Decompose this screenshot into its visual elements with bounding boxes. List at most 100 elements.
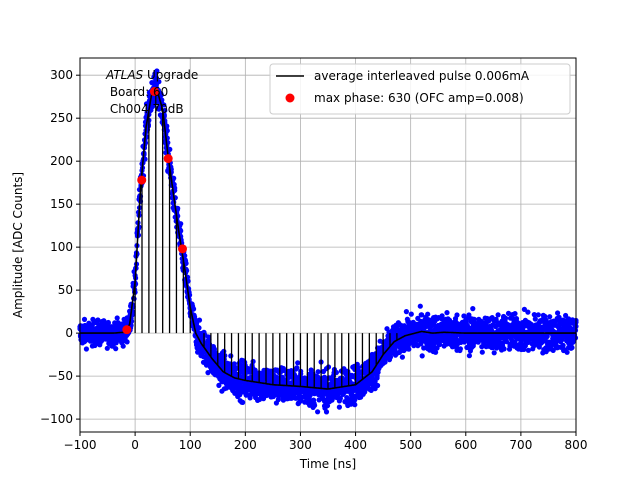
- scatter-point: [505, 310, 512, 316]
- legend-box: [269, 63, 571, 115]
- scatter-point: [81, 316, 88, 322]
- scatter-point: [433, 349, 439, 355]
- annotation: ATLAS Upgrade Board: 60 Ch004 70dB: [105, 68, 198, 116]
- x-tick-label: 600: [454, 438, 477, 452]
- scatter-point: [250, 358, 256, 365]
- max-phase-point: [163, 154, 173, 164]
- legend: average interleaved pulse 0.006mA max ph…: [269, 63, 571, 115]
- scatter-point: [454, 312, 460, 318]
- scatter-point: [566, 316, 572, 322]
- scatter-point: [178, 221, 184, 227]
- scatter-point: [525, 347, 532, 353]
- scatter-point: [315, 409, 321, 415]
- scatter-point: [522, 343, 529, 349]
- scatter-point: [323, 409, 330, 415]
- scatter-point: [312, 402, 318, 408]
- x-axis: −100 0 100 200 300 400 500 600 700 800: [64, 432, 587, 452]
- x-tick-label: 700: [509, 438, 532, 452]
- scatter-point: [191, 306, 197, 312]
- scatter-point: [216, 382, 222, 388]
- scatter-point: [336, 404, 342, 410]
- scatter-point: [154, 68, 160, 74]
- y-tick-label: −50: [48, 369, 73, 383]
- max-phase-markers: [122, 87, 188, 335]
- scatter-point: [521, 306, 528, 312]
- scatter-point: [525, 309, 531, 315]
- scatter-point: [461, 313, 467, 319]
- scatter-point: [569, 345, 575, 351]
- svg-text:ATLAS Upgrade: ATLAS Upgrade: [105, 68, 198, 82]
- y-axis: −100 −50 0 50 100 150 200 250 300: [40, 68, 80, 426]
- scatter-point: [196, 325, 202, 331]
- scatter-point: [196, 317, 203, 323]
- max-phase-point: [137, 175, 147, 185]
- annotation-upgrade: Upgrade: [143, 68, 198, 82]
- scatter-point: [275, 396, 281, 403]
- scatter-point: [294, 365, 300, 371]
- scatter-point: [114, 315, 120, 321]
- scatter-point: [158, 92, 164, 98]
- scatter-point: [439, 313, 445, 319]
- scatter-point: [324, 403, 331, 409]
- scatter-point: [560, 342, 566, 348]
- legend-label-max-phase: max phase: 630 (OFC amp=0.008): [314, 91, 524, 105]
- x-tick-label: 100: [179, 438, 202, 452]
- scatter-point: [512, 311, 518, 317]
- scatter-point: [495, 312, 501, 318]
- scatter-point: [329, 397, 335, 403]
- scatter-point: [457, 346, 463, 352]
- scatter-point: [375, 382, 381, 389]
- scatter-point: [337, 395, 343, 401]
- x-axis-label: Time [ns]: [299, 457, 356, 471]
- scatter-point: [563, 312, 569, 319]
- scatter-point: [153, 75, 159, 81]
- scatter-point: [550, 347, 556, 353]
- scatter-point: [406, 346, 412, 352]
- scatter-point: [105, 319, 111, 326]
- scatter-point: [240, 399, 246, 405]
- y-tick-label: 0: [65, 326, 73, 340]
- scatter-point: [470, 306, 476, 312]
- scatter-point: [444, 310, 450, 316]
- scatter-point: [315, 369, 321, 375]
- scatter-point: [382, 359, 388, 365]
- scatter-point: [115, 320, 121, 326]
- scatter-point: [532, 342, 538, 348]
- scatter-point: [446, 317, 453, 323]
- plot-frame: [79, 57, 577, 433]
- x-tick-label: 400: [344, 438, 367, 452]
- scatter-point: [419, 312, 425, 318]
- scatter-point: [564, 349, 570, 355]
- scatter-point: [124, 339, 130, 345]
- scatter-point: [544, 333, 550, 339]
- scatter-point: [113, 346, 119, 352]
- legend-marker-swatch: [285, 93, 295, 103]
- scatter-point: [466, 353, 472, 359]
- scatter-point: [228, 353, 234, 359]
- scatter-point: [156, 79, 162, 85]
- x-tick-label: −100: [64, 438, 97, 452]
- scatter-point: [555, 310, 561, 316]
- scatter-point: [387, 354, 394, 360]
- y-tick-label: 200: [50, 154, 73, 168]
- y-tick-label: 300: [50, 68, 73, 82]
- scatter-point: [308, 367, 314, 373]
- scatter-point: [403, 309, 409, 315]
- scatter-point: [352, 402, 358, 408]
- scatter-point: [194, 321, 200, 327]
- scatter-point: [167, 146, 173, 152]
- y-tick-label: 150: [50, 197, 73, 211]
- x-tick-label: 0: [131, 438, 139, 452]
- x-tick-label: 500: [399, 438, 422, 452]
- scatter-point: [542, 313, 548, 319]
- y-tick-label: 100: [50, 240, 73, 254]
- annotation-channel: Ch004 70dB: [106, 102, 184, 116]
- scatter-point: [503, 315, 509, 321]
- annotation-board: Board: 60: [106, 85, 168, 99]
- scatter-point: [399, 354, 405, 360]
- x-tick-label: 300: [289, 438, 312, 452]
- scatter-point: [419, 353, 425, 359]
- scatter-point: [104, 345, 110, 351]
- scatter-point: [408, 311, 414, 317]
- max-phase-point: [149, 87, 159, 97]
